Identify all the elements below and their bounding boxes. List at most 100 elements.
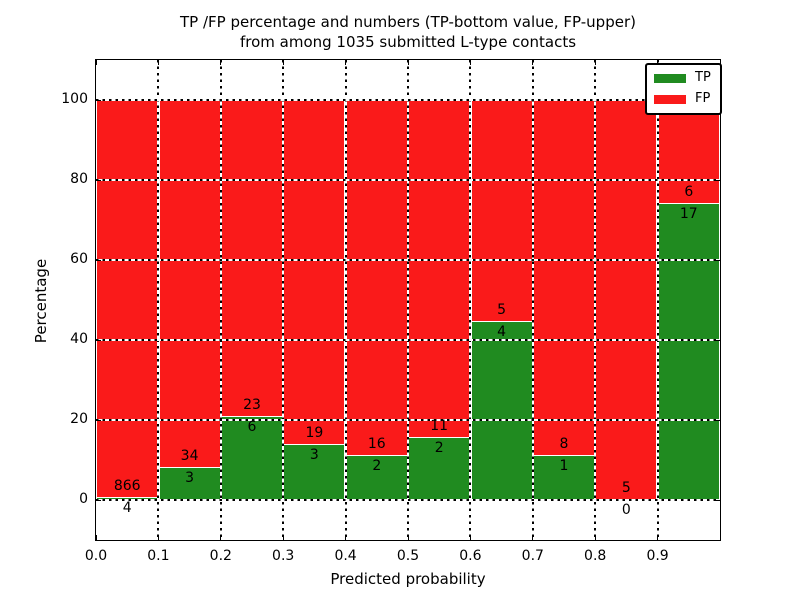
fp-count-label: 11 [430,418,449,435]
fp-count-label: 23 [243,397,261,414]
h-gridline [96,499,720,501]
fp-count-label: 34 [180,447,199,464]
y-tickmark [715,339,720,341]
fp-bar-segment [222,100,282,417]
x-tick-label: 0.1 [147,548,170,564]
tp-count-label: 0 [621,502,631,518]
v-gridline [656,60,659,540]
fp-bar-segment [159,100,220,467]
h-gridline [96,419,720,421]
x-tickmark [345,60,347,65]
fp-count-label: 5 [497,302,507,319]
fp-count-label: 866 [113,478,141,495]
h-gridline [96,259,720,261]
x-tick-label: 0.3 [272,548,295,564]
fp-legend-swatch [654,94,686,104]
fp-bar-segment [596,100,657,499]
x-tickmark [157,60,159,65]
y-tickmark [715,419,720,421]
tp-bar-segment [222,417,282,500]
h-gridline [96,339,720,341]
x-tick-label: 0.9 [646,548,669,564]
fp-count-label: 16 [367,435,386,452]
y-tickmark [96,419,101,421]
x-tick-label: 0.2 [209,548,232,564]
x-tickmark [594,60,596,65]
x-tickmark [407,535,409,540]
y-tick-label: 60 [70,251,88,267]
tp-count-label: 3 [309,447,319,464]
tp-count-label: 3 [185,469,195,486]
y-tickmark [96,259,101,261]
tp-bar-segment [471,322,532,500]
x-tickmark [532,60,534,65]
y-tick-label: 80 [70,171,88,187]
x-tickmark [282,535,284,540]
tp-bar-segment [658,204,719,500]
y-tick-label: 20 [70,411,88,427]
legend-entry-fp: FP [654,92,711,106]
v-gridline [344,60,347,540]
tp-count-label: 6 [247,419,257,436]
tp-bar-segment [534,455,594,500]
fp-bar-segment [471,100,532,322]
v-gridline [407,60,409,540]
fp-legend-label: FP [695,91,711,106]
fp-bar-segment [409,100,470,438]
x-tickmark [657,535,659,540]
y-tickmark [715,179,720,181]
h-gridline [96,179,720,181]
v-gridline [594,60,597,540]
fp-bar-segment [658,100,719,204]
chart-title-line2: from among 1035 submitted L-type contact… [239,33,577,51]
v-gridline [157,60,160,540]
tp-bar-segment [409,438,470,500]
x-tick-label: 0.6 [459,548,482,564]
y-tickmark [715,259,720,261]
fp-count-label: 6 [684,184,694,201]
v-gridline [469,60,472,540]
x-tickmark [469,535,471,540]
legend-entry-tp: TP [654,71,711,85]
x-tickmark [220,60,222,65]
chart-title-line1: TP /FP percentage and numbers (TP-bottom… [180,13,636,31]
tp-count-label: 17 [679,206,698,223]
tp-count-label: 1 [559,457,569,474]
y-tick-label: 0 [79,491,88,507]
x-tickmark [95,535,97,540]
v-gridline [531,60,534,540]
y-tickmark [96,339,101,341]
y-tick-label: 40 [70,331,88,347]
tp-bar-segment [284,445,345,500]
tp-count-label: 2 [372,457,382,474]
x-tickmark [657,60,659,65]
x-tick-label: 0.7 [521,548,544,564]
x-tickmark [594,535,596,540]
y-tick-label: 100 [61,91,88,107]
x-tickmark [469,60,471,65]
tp-count-label: 2 [434,440,444,457]
x-tickmark [95,60,97,65]
v-gridline [282,60,285,540]
x-tickmark [157,535,159,540]
y-tickmark [96,99,101,101]
fp-bar-segment [284,100,345,445]
x-tick-label: 0.4 [334,548,357,564]
x-tick-label: 0.5 [396,548,420,564]
v-gridline [219,60,222,540]
tp-bar-segment [159,467,220,500]
fp-bar-segment [346,100,407,455]
h-gridline [96,99,720,101]
fp-count-label: 5 [621,480,631,496]
x-tickmark [282,60,284,65]
tp-legend-swatch [654,73,686,83]
x-tick-label: 0.8 [584,548,607,564]
y-tickmark [96,179,101,181]
tp-legend-label: TP [695,70,711,85]
x-axis-label: Predicted probability [330,570,486,588]
y-tickmark [96,499,101,501]
fp-count-label: 8 [559,435,569,452]
x-tickmark [220,535,222,540]
plot-area: 866 4 34 3 23 6 19 3 16 2 11 2 5 4 8 1 5 0 6 17 [95,59,721,541]
